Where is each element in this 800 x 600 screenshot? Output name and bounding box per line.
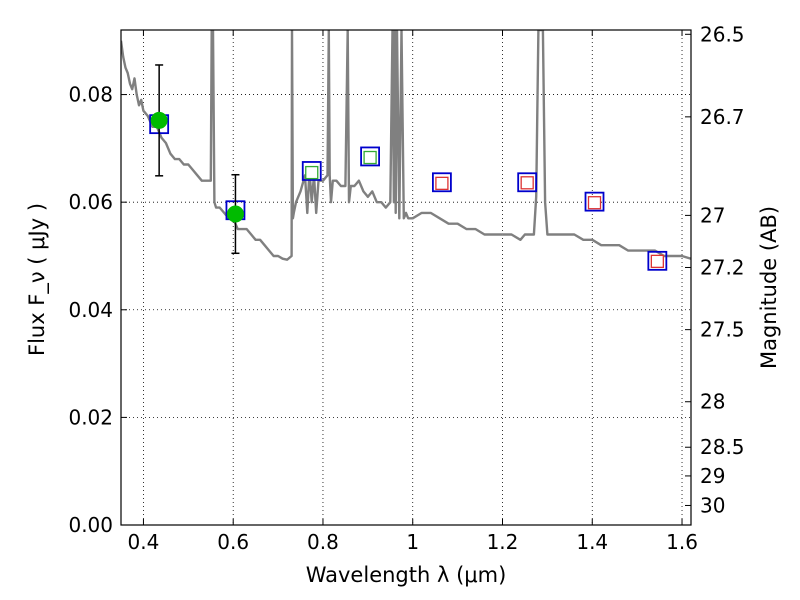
model-band-square	[584, 191, 605, 212]
x-tick-label: 1	[406, 530, 419, 554]
model-band-square	[301, 161, 322, 181]
y-right-tick-label: 26.5	[700, 22, 745, 46]
model-band-square	[360, 146, 380, 167]
axis-ticks: 0.4 0.6 0.8 1 1.2 1.4 1.6 0.00 0.02 0.04 0.06 0.08 2…	[68, 22, 744, 554]
data-points	[149, 64, 668, 271]
y-right-tick-label: 27.5	[700, 318, 745, 342]
y-right-tick-label: 30	[700, 493, 725, 517]
model-band-square	[647, 250, 668, 271]
plot-frame	[120, 29, 692, 526]
y-right-tick-label: 29	[700, 464, 725, 488]
x-tick-label: 0.4	[128, 530, 160, 554]
x-tick-label: 1.2	[487, 530, 519, 554]
y-tick-label: 0.06	[68, 190, 113, 214]
y-right-tick-label: 28	[700, 390, 725, 414]
y-right-tick-label: 27.2	[700, 255, 745, 279]
band-inner-square	[520, 176, 534, 190]
band-inner-square	[305, 165, 319, 180]
y-right-tick-label: 27	[700, 203, 725, 227]
spectrum-line	[121, 30, 691, 261]
observed-point	[226, 205, 244, 223]
band-inner-square	[363, 150, 377, 165]
x-tick-label: 0.6	[217, 530, 249, 554]
x-tick-label: 1.6	[666, 530, 698, 554]
x-tick-label: 0.8	[307, 530, 339, 554]
model-band-square	[517, 172, 538, 193]
y-tick-label: 0.00	[68, 513, 113, 537]
x-axis-label: Wavelength λ (μm)	[306, 563, 507, 587]
band-inner-square	[650, 254, 664, 269]
band-inner-square	[587, 196, 602, 210]
band-inner-square	[435, 176, 449, 190]
model-spectrum	[121, 30, 691, 261]
grid-lines	[121, 30, 691, 525]
x-tick-label: 1.4	[576, 530, 608, 554]
y-axis-label: Flux F_ν ( μJy )	[25, 203, 50, 356]
y-right-tick-label: 26.7	[700, 105, 745, 129]
y-tick-label: 0.08	[68, 83, 113, 107]
model-band-square	[432, 172, 452, 193]
y-tick-label: 0.04	[68, 298, 113, 322]
y-tick-label: 0.02	[68, 405, 113, 429]
y-right-tick-label: 28.5	[700, 435, 745, 459]
y-axis-right-label: Magnitude (AB)	[757, 206, 781, 369]
observed-point	[150, 111, 168, 129]
